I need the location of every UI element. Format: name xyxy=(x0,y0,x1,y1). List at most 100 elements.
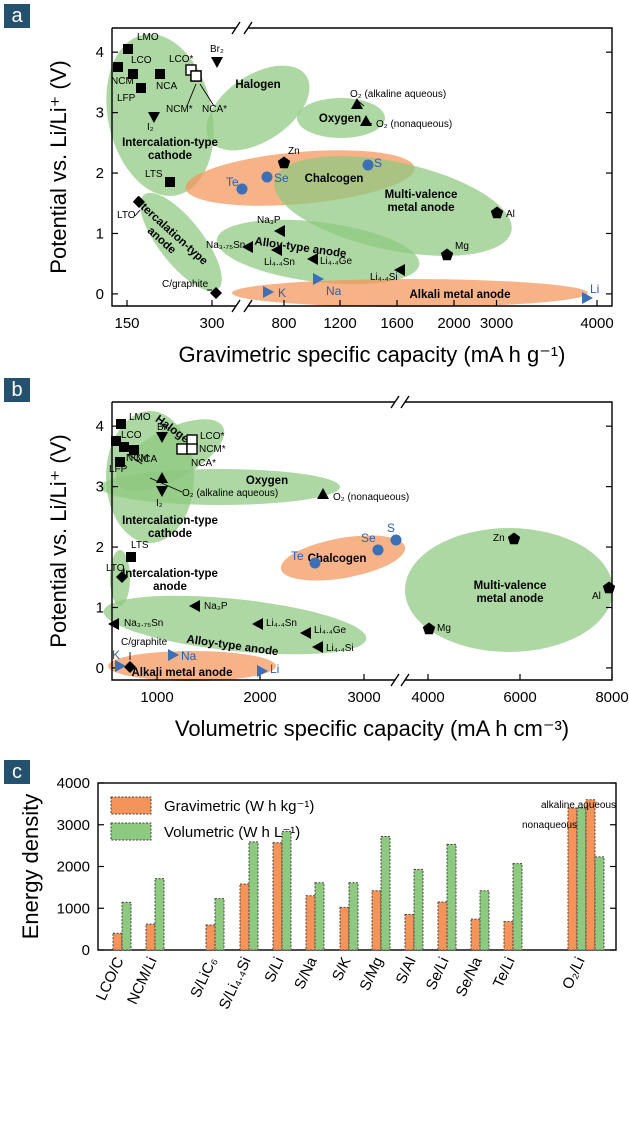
point-label: NCA* xyxy=(202,104,227,115)
point-label: K xyxy=(278,286,286,300)
point-label: C/graphite xyxy=(162,279,209,290)
y-tick-label: 2000 xyxy=(57,859,90,876)
point-label: NCA* xyxy=(191,458,216,469)
region-label-line: cathode xyxy=(148,528,192,540)
point-label: Mg xyxy=(437,623,451,634)
axis-break-mark xyxy=(390,673,410,687)
x-tick-label: 1000 xyxy=(140,689,173,706)
point-label: K xyxy=(112,648,120,662)
bar-volumetric xyxy=(214,898,225,951)
bar-volumetric xyxy=(248,841,259,951)
axis-right xyxy=(248,27,613,307)
point-label: Li xyxy=(590,282,599,296)
point-label: Br₂ xyxy=(210,44,224,55)
bar-volumetric xyxy=(281,830,292,951)
region-label-line: Halogen xyxy=(235,79,280,91)
bar-gravimetric xyxy=(470,918,481,951)
point-label: LTS xyxy=(145,169,163,180)
point-label: Na₃.₇₅Sn xyxy=(124,618,163,629)
point-label: Se xyxy=(361,531,376,545)
x-tick-label: 4000 xyxy=(580,315,613,332)
region-label: Multi-valence metal anode xyxy=(385,189,458,214)
data-point xyxy=(176,443,188,455)
axis-break-mark xyxy=(231,299,253,313)
data-point xyxy=(155,69,165,79)
legend-label-gravimetric: Gravimetric (W h kg⁻¹) xyxy=(164,798,314,815)
data-point xyxy=(257,665,268,677)
point-label: Na₃P xyxy=(257,215,281,226)
panel-tag-label: c xyxy=(12,761,22,783)
region-label-line: anode xyxy=(153,581,187,593)
panel-tag-box xyxy=(4,4,30,28)
point-label: Li₄.₄Sn xyxy=(266,618,297,629)
point-label: Li₄.₄Ge xyxy=(314,625,347,636)
legend-label-volumetric: Volumetric (W h L⁻¹) xyxy=(164,824,300,841)
region-oxygen xyxy=(297,98,385,138)
y-axis-title: Potential vs. Li/Li⁺ (V) xyxy=(46,434,71,647)
data-point xyxy=(490,206,504,219)
panel-c: c 0 1000 2000 3000 4000 Energy density LCO/CNCM… xyxy=(4,760,617,1012)
leader-line xyxy=(186,83,215,107)
point-label: S xyxy=(387,521,395,535)
y-tick-label: 0 xyxy=(96,286,104,303)
y-tick-label: 1 xyxy=(96,225,104,242)
x-axis-title: Volumetric specific capacity (mA h cm⁻³) xyxy=(175,716,569,741)
data-point xyxy=(115,660,126,672)
y-tick-label: 4000 xyxy=(57,775,90,792)
data-point xyxy=(126,552,136,562)
data-point xyxy=(129,445,139,455)
data-point xyxy=(133,196,145,208)
data-point xyxy=(312,641,323,653)
category-label: S/Al xyxy=(393,955,420,987)
point-label: NCM xyxy=(126,453,149,464)
x-tick-label: 6000 xyxy=(503,689,536,706)
point-label: LTO xyxy=(117,210,136,221)
data-point xyxy=(113,62,123,72)
data-point xyxy=(116,419,126,429)
point-label: Li xyxy=(270,662,279,676)
region-label-line: Chalcogen xyxy=(305,173,364,185)
point-label: Al xyxy=(592,591,601,602)
bar-volumetric xyxy=(413,868,424,951)
category-label: O₂/Li xyxy=(559,955,588,992)
data-point xyxy=(165,177,175,187)
data-point xyxy=(186,443,198,455)
y-axis-title: Potential vs. Li/Li⁺ (V) xyxy=(46,60,71,273)
data-point xyxy=(108,618,119,630)
axis-left-bottom xyxy=(111,402,395,681)
data-point xyxy=(313,273,324,285)
data-point xyxy=(261,171,273,183)
data-point xyxy=(390,534,402,546)
region-label: Oxygen xyxy=(246,475,288,487)
x-tick-label: 3000 xyxy=(480,315,513,332)
annotation-alkaline: alkaline aqueous xyxy=(541,800,616,811)
data-point xyxy=(115,457,125,467)
point-label: O₂ (alkaline aqueous) xyxy=(350,89,446,100)
region-label-line: Multi-valence xyxy=(474,580,547,592)
axis-left-bottom xyxy=(111,28,236,307)
y-tick-label: 3 xyxy=(96,105,104,122)
region-multivalence xyxy=(405,528,613,652)
point-label: NCA xyxy=(136,454,157,465)
data-point xyxy=(351,98,363,109)
point-label: LFP xyxy=(109,464,128,475)
bar-volumetric xyxy=(380,835,391,951)
point-label: NCA xyxy=(156,81,177,92)
data-point xyxy=(210,287,222,299)
point-label: LCO* xyxy=(169,54,194,65)
data-point xyxy=(602,581,616,594)
y-tick-label: 3000 xyxy=(57,817,90,834)
legend-swatch-volumetric xyxy=(110,822,152,841)
leader-line xyxy=(127,453,183,493)
point-label: Li₄.₄Si xyxy=(326,643,354,654)
data-point xyxy=(394,264,405,276)
data-point xyxy=(360,115,372,126)
region-label: Intercalation-type cathode xyxy=(122,515,218,540)
point-label: Zn xyxy=(493,533,505,544)
point-label: NCM* xyxy=(199,444,226,455)
y-tick-label: 1000 xyxy=(57,900,90,917)
region-label: Alkali metal anode xyxy=(410,289,511,301)
data-point xyxy=(119,442,129,452)
category-label: Se/Li xyxy=(423,955,453,993)
